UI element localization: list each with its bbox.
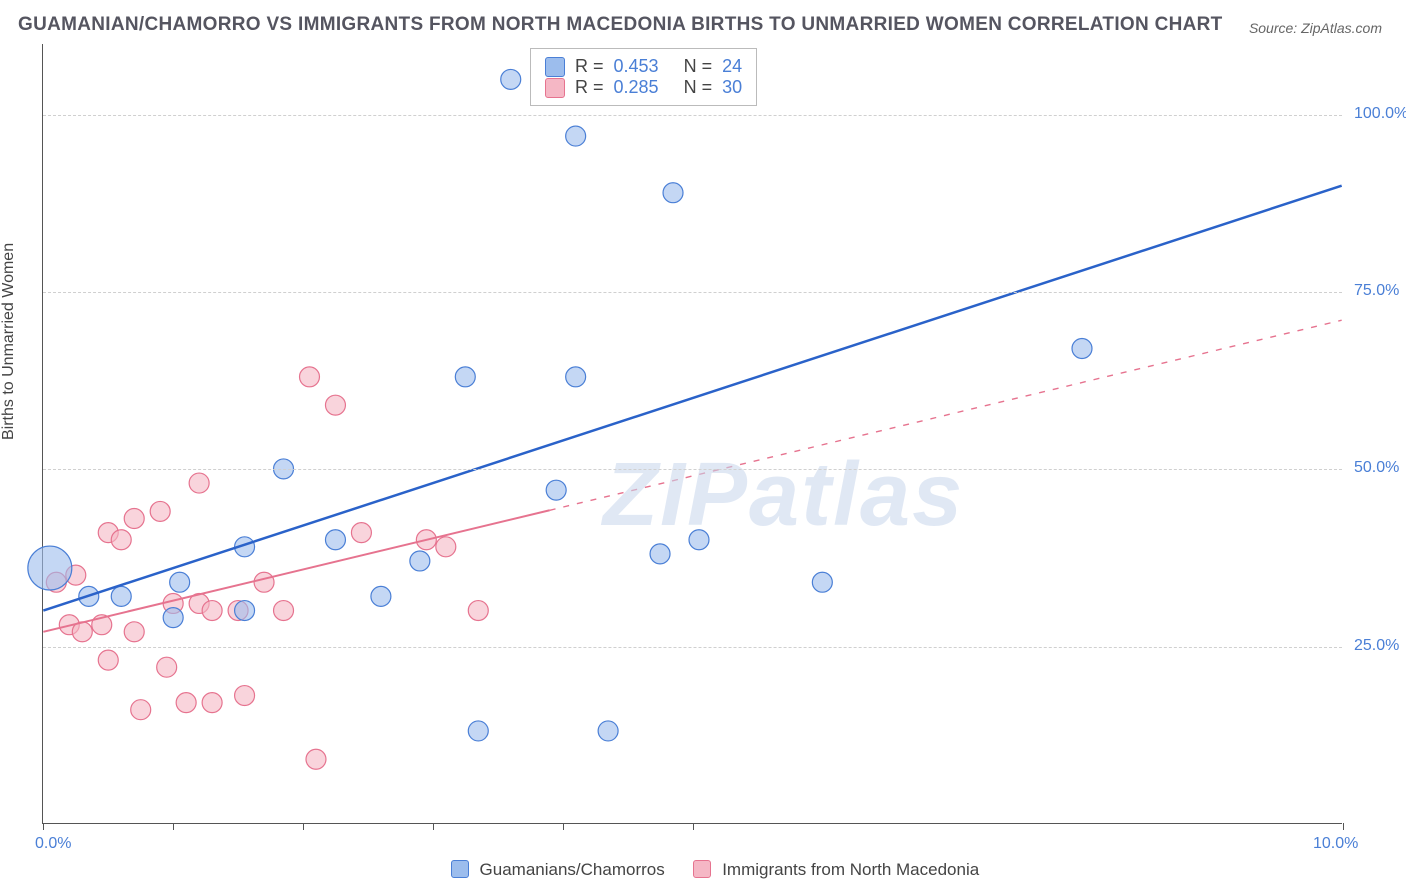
y-axis-label: Births to Unmarried Women: [0, 243, 18, 440]
data-point: [202, 693, 222, 713]
data-point: [663, 183, 683, 203]
gridline: [43, 647, 1342, 648]
x-tick: [693, 823, 694, 830]
data-point: [351, 523, 371, 543]
data-point: [468, 721, 488, 741]
data-point: [325, 530, 345, 550]
y-tick-label: 75.0%: [1354, 282, 1406, 300]
data-point: [812, 572, 832, 592]
n-value-2: 30: [722, 77, 742, 98]
data-point: [546, 480, 566, 500]
data-point: [254, 572, 274, 592]
data-point: [300, 367, 320, 387]
series-legend: Guamanians/Chamorros Immigrants from Nor…: [0, 860, 1406, 880]
data-point: [436, 537, 456, 557]
chart-title: GUAMANIAN/CHAMORRO VS IMMIGRANTS FROM NO…: [18, 14, 1223, 36]
data-point: [202, 601, 222, 621]
data-point: [189, 473, 209, 493]
n-label: N =: [684, 56, 713, 77]
r-value-1: 0.453: [614, 56, 659, 77]
plot-svg: [43, 44, 1342, 823]
legend-swatch-1: [545, 57, 565, 77]
watermark: ZIPatlas: [603, 444, 964, 547]
data-point: [124, 508, 144, 528]
x-tick: [43, 823, 44, 830]
data-point: [306, 749, 326, 769]
legend-swatch-2: [545, 78, 565, 98]
data-point: [235, 601, 255, 621]
n-label: N =: [684, 77, 713, 98]
data-point: [170, 572, 190, 592]
y-tick-label: 25.0%: [1354, 637, 1406, 655]
x-tick: [1343, 823, 1344, 830]
data-point: [566, 367, 586, 387]
data-point: [131, 700, 151, 720]
gridline: [43, 469, 1342, 470]
legend-swatch-series2: [693, 860, 711, 878]
data-point: [157, 657, 177, 677]
data-point: [124, 622, 144, 642]
r-value-2: 0.285: [614, 77, 659, 98]
x-tick: [563, 823, 564, 830]
data-point: [235, 686, 255, 706]
stats-row-1: R = 0.453 N = 24: [545, 56, 742, 77]
x-tick: [173, 823, 174, 830]
x-tick: [303, 823, 304, 830]
data-point: [566, 126, 586, 146]
chart-container: GUAMANIAN/CHAMORRO VS IMMIGRANTS FROM NO…: [0, 0, 1406, 892]
data-point: [501, 69, 521, 89]
data-point: [325, 395, 345, 415]
plot-area: ZIPatlas 25.0%50.0%75.0%100.0%0.0%10.0%: [42, 44, 1342, 824]
gridline: [43, 292, 1342, 293]
legend-label-series2: Immigrants from North Macedonia: [722, 860, 979, 879]
x-tick-label: 0.0%: [35, 835, 71, 853]
data-point: [371, 586, 391, 606]
data-point: [274, 601, 294, 621]
data-point: [111, 586, 131, 606]
data-point: [98, 650, 118, 670]
n-value-1: 24: [722, 56, 742, 77]
data-point: [468, 601, 488, 621]
y-tick-label: 100.0%: [1354, 105, 1406, 123]
data-point: [163, 608, 183, 628]
legend-label-series1: Guamanians/Chamorros: [480, 860, 665, 879]
data-point: [410, 551, 430, 571]
x-tick-label: 10.0%: [1313, 835, 1358, 853]
y-tick-label: 50.0%: [1354, 459, 1406, 477]
data-point: [1072, 339, 1092, 359]
data-point: [455, 367, 475, 387]
data-point: [28, 546, 72, 590]
data-point: [150, 501, 170, 521]
x-tick: [433, 823, 434, 830]
data-point: [111, 530, 131, 550]
source-label: Source: ZipAtlas.com: [1249, 20, 1382, 36]
gridline: [43, 115, 1342, 116]
data-point: [598, 721, 618, 741]
r-label: R =: [575, 56, 604, 77]
r-label: R =: [575, 77, 604, 98]
stats-legend: R = 0.453 N = 24 R = 0.285 N = 30: [530, 48, 757, 106]
legend-swatch-series1: [451, 860, 469, 878]
stats-row-2: R = 0.285 N = 30: [545, 77, 742, 98]
data-point: [176, 693, 196, 713]
